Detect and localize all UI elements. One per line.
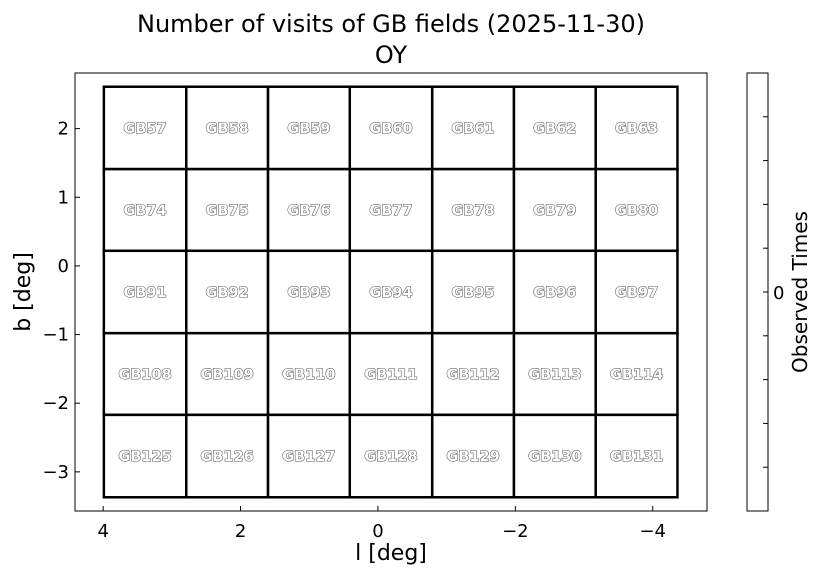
field-cell (185, 413, 270, 499)
y-tick-label: −3 (42, 462, 69, 483)
field-label: GB61 (452, 121, 495, 137)
field-cell (102, 331, 188, 417)
field-label: GB59 (287, 121, 330, 137)
y-tick-label: 1 (58, 187, 69, 208)
field-cell (185, 167, 270, 253)
field-label: GB58 (206, 121, 249, 137)
field-cell (430, 85, 516, 171)
x-tick-label: 2 (235, 521, 246, 542)
field-label: GB75 (206, 203, 249, 219)
field-label: GB110 (282, 367, 335, 383)
field-label: GB112 (446, 367, 499, 383)
x-tick-label: −2 (502, 521, 529, 542)
field-label: GB78 (452, 203, 495, 219)
field-cell (512, 413, 597, 499)
field-label: GB95 (452, 285, 495, 301)
field-label: GB92 (206, 285, 249, 301)
x-axis-label: l [deg] (355, 541, 427, 566)
field-label: GB94 (369, 285, 412, 301)
field-cell (348, 249, 434, 335)
field-label: GB125 (118, 449, 171, 465)
field-label: GB126 (201, 449, 254, 465)
x-tick-label: 4 (97, 521, 108, 542)
chart-subtitle: OY (375, 41, 408, 69)
y-axis-label: b [deg] (11, 252, 36, 332)
colorbar-label: Observed Times (788, 211, 812, 373)
field-label: GB114 (610, 367, 663, 383)
field-label: GB93 (287, 285, 330, 301)
field-label: GB108 (118, 367, 171, 383)
field-label: GB96 (533, 285, 576, 301)
field-cell (348, 167, 434, 253)
colorbar-tick-label: 0 (773, 283, 784, 304)
field-cell (512, 167, 597, 253)
field-label: GB128 (364, 449, 417, 465)
field-label: GB80 (615, 203, 658, 219)
field-label: GB131 (610, 449, 663, 465)
field-label: GB97 (615, 285, 658, 301)
field-cell (102, 249, 188, 335)
field-label: GB109 (201, 367, 254, 383)
field-label: GB127 (282, 449, 335, 465)
field-cell (594, 413, 679, 499)
field-cell (594, 249, 679, 335)
x-tick-label: −4 (639, 521, 666, 542)
y-tick-label: −2 (42, 393, 69, 414)
field-label: GB63 (615, 121, 658, 137)
field-cell (102, 85, 188, 171)
field-label: GB91 (123, 285, 166, 301)
chart-title: Number of visits of GB fields (2025-11-3… (137, 10, 645, 38)
field-cell (594, 85, 679, 171)
field-cell (594, 331, 679, 417)
y-tick-label: −1 (42, 325, 69, 346)
y-tick-label: 0 (58, 256, 69, 277)
field-label: GB79 (533, 203, 576, 219)
field-label: GB129 (446, 449, 499, 465)
y-tick-label: 2 (58, 119, 69, 140)
field-cell (430, 331, 516, 417)
field-cell (512, 249, 597, 335)
field-cell (430, 413, 516, 499)
field-label: GB76 (287, 203, 330, 219)
field-label: GB111 (364, 367, 417, 383)
field-label: GB57 (123, 121, 166, 137)
x-tick-label: 0 (372, 521, 383, 542)
field-cell (430, 249, 516, 335)
field-label: GB62 (533, 121, 576, 137)
field-label: GB113 (528, 367, 581, 383)
field-label: GB74 (123, 203, 166, 219)
field-cell (185, 249, 270, 335)
field-label: GB60 (369, 121, 412, 137)
field-label: GB130 (528, 449, 581, 465)
field-label: GB77 (369, 203, 412, 219)
